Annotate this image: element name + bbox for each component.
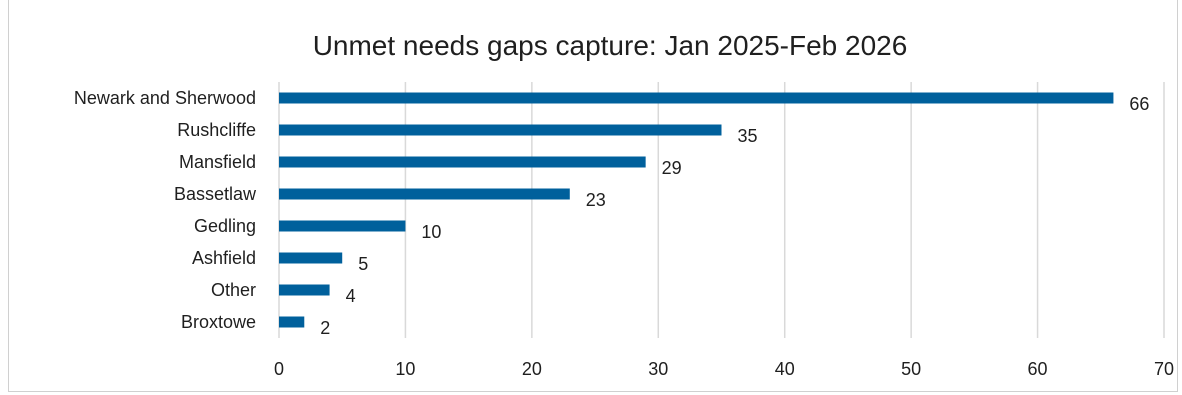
- x-tick-label: 40: [775, 359, 795, 379]
- bars: [279, 92, 1114, 328]
- category-label: Gedling: [194, 216, 256, 236]
- category-label: Rushcliffe: [177, 120, 256, 140]
- data-label: 5: [358, 254, 368, 274]
- chart-title: Unmet needs gaps capture: Jan 2025-Feb 2…: [313, 30, 908, 61]
- bar: [279, 220, 406, 232]
- x-tick-label: 30: [648, 359, 668, 379]
- bar: [279, 252, 343, 264]
- x-tick-label: 50: [901, 359, 921, 379]
- category-label: Newark and Sherwood: [74, 88, 256, 108]
- bar: [279, 92, 1114, 104]
- data-label: 35: [738, 126, 758, 146]
- x-tick-label: 0: [274, 359, 284, 379]
- data-labels: 66 35 29 23 10 542: [320, 94, 1149, 338]
- category-label: Ashfield: [192, 248, 256, 268]
- category-label: Other: [211, 280, 256, 300]
- data-label: 66: [1129, 94, 1149, 114]
- category-labels: Newark and Sherwood Rushcliffe Mansfield Ba…: [74, 88, 257, 332]
- bar: [279, 316, 305, 328]
- x-tick-label: 60: [1028, 359, 1048, 379]
- data-label: 10: [421, 222, 441, 242]
- x-tick-label: 20: [522, 359, 542, 379]
- data-label: 23: [586, 190, 606, 210]
- data-label: 4: [346, 286, 356, 306]
- bar: [279, 156, 646, 168]
- data-label: 29: [662, 158, 682, 178]
- chart-frame: [8, 0, 1178, 392]
- category-label: Mansfield: [179, 152, 256, 172]
- category-label: Bassetlaw: [174, 184, 257, 204]
- x-tick-label: 70: [1154, 359, 1174, 379]
- bar: [279, 188, 570, 200]
- x-tick-label: 10: [395, 359, 415, 379]
- bar: [279, 124, 722, 136]
- x-axis-ticks: 0 10 20 30 40 50 60 70: [274, 359, 1174, 379]
- bar: [279, 284, 330, 296]
- gridlines: [278, 82, 1165, 338]
- category-label: Broxtowe: [181, 312, 256, 332]
- data-label: 2: [320, 318, 330, 338]
